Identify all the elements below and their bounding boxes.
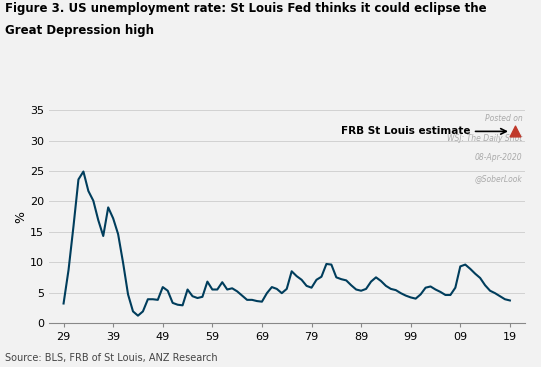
Text: WSJ: The Daily Shot: WSJ: The Daily Shot: [447, 134, 523, 142]
Text: FRB St Louis estimate: FRB St Louis estimate: [341, 126, 470, 137]
Text: Great Depression high: Great Depression high: [5, 24, 154, 37]
Text: Source: BLS, FRB of St Louis, ANZ Research: Source: BLS, FRB of St Louis, ANZ Resear…: [5, 353, 218, 363]
Point: [511, 128, 519, 134]
Text: @SoberLook: @SoberLook: [474, 174, 523, 183]
Text: Figure 3. US unemployment rate: St Louis Fed thinks it could eclipse the: Figure 3. US unemployment rate: St Louis…: [5, 2, 487, 15]
Text: Posted on: Posted on: [485, 115, 523, 123]
Y-axis label: %: %: [14, 211, 27, 222]
Text: 08-Apr-2020: 08-Apr-2020: [475, 153, 523, 162]
